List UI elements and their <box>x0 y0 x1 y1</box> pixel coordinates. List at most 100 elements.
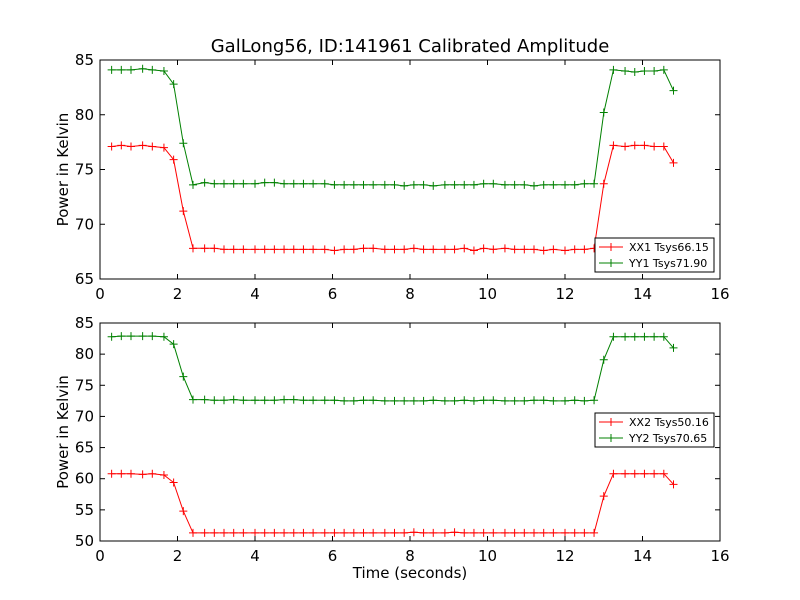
data-point <box>440 245 449 254</box>
data-point <box>630 141 639 150</box>
data-point <box>580 528 589 537</box>
data-point <box>260 245 269 254</box>
data-point <box>621 469 630 478</box>
data-point <box>107 332 116 341</box>
y-tick-label: 65 <box>75 439 94 457</box>
data-point <box>640 141 649 150</box>
data-point <box>239 396 248 405</box>
data-point <box>489 396 498 405</box>
data-point <box>590 528 599 537</box>
data-point <box>510 396 519 405</box>
series-1-2 <box>107 64 678 190</box>
data-point <box>169 478 178 487</box>
data-point <box>148 65 157 74</box>
x-tick-label: 14 <box>633 547 652 565</box>
x-tick-label: 6 <box>328 285 338 303</box>
data-point <box>289 179 298 188</box>
data-point <box>251 179 259 188</box>
data-point <box>260 528 269 537</box>
data-point <box>220 245 228 254</box>
data-point <box>549 245 558 254</box>
data-point <box>220 396 228 405</box>
data-point <box>369 396 378 405</box>
data-point <box>479 244 488 253</box>
data-point <box>549 528 558 537</box>
data-point <box>229 528 238 537</box>
data-point <box>570 396 579 405</box>
data-point <box>659 469 668 478</box>
data-point <box>239 179 248 188</box>
y-tick-label: 75 <box>75 161 94 179</box>
data-point <box>599 492 608 501</box>
data-point <box>530 528 538 537</box>
data-point <box>380 528 389 537</box>
legend-marker <box>607 434 615 442</box>
data-point <box>349 396 358 405</box>
data-point <box>229 245 238 254</box>
data-point <box>520 245 529 254</box>
legend-item: XX1 Tsys66.15 <box>599 241 709 254</box>
data-point <box>138 141 147 150</box>
data-point <box>520 180 529 189</box>
data-point <box>189 244 197 253</box>
x-tick-label: 2 <box>173 285 183 303</box>
data-point <box>409 244 418 253</box>
data-point <box>239 245 248 254</box>
data-point <box>320 528 329 537</box>
data-point <box>340 180 349 189</box>
data-point <box>148 142 157 151</box>
legend-marker <box>607 259 615 267</box>
data-point <box>148 469 157 478</box>
data-point <box>330 180 339 189</box>
data-point <box>561 180 569 189</box>
data-point <box>669 343 678 352</box>
data-point <box>460 528 469 537</box>
data-point <box>127 469 135 478</box>
y-tick-label: 50 <box>75 532 94 550</box>
data-point <box>349 245 358 254</box>
data-point <box>210 244 219 253</box>
data-point <box>640 332 649 341</box>
legend-box <box>594 412 715 448</box>
data-point <box>251 528 259 537</box>
data-point <box>489 528 498 537</box>
data-point <box>561 396 569 405</box>
data-point <box>159 66 168 75</box>
data-point <box>270 245 279 254</box>
data-point <box>200 528 209 537</box>
data-point <box>510 528 519 537</box>
y-tick-label: 80 <box>75 345 94 363</box>
data-point <box>320 179 329 188</box>
data-point <box>570 180 579 189</box>
data-point <box>640 66 649 75</box>
data-point <box>621 66 630 75</box>
data-point <box>650 332 659 341</box>
data-point <box>309 528 318 537</box>
data-point <box>429 396 438 405</box>
data-point <box>609 65 618 74</box>
data-point <box>390 396 399 405</box>
data-point <box>127 65 135 74</box>
y-axis-label: Power in Kelvin <box>54 113 72 227</box>
data-point <box>138 332 147 341</box>
data-point <box>260 178 269 187</box>
x-axis-label: Time (seconds) <box>352 564 468 582</box>
data-point <box>650 66 659 75</box>
data-point <box>229 395 238 404</box>
data-point <box>440 180 449 189</box>
data-point <box>590 179 599 188</box>
data-point <box>630 68 639 77</box>
data-point <box>200 395 209 404</box>
data-point <box>159 332 168 341</box>
data-point <box>609 332 618 341</box>
y-tick-label: 70 <box>75 407 94 425</box>
data-point <box>179 372 188 381</box>
data-point <box>510 245 519 254</box>
data-point <box>380 396 389 405</box>
data-point <box>270 528 279 537</box>
data-point <box>469 180 478 189</box>
data-point <box>429 245 438 254</box>
data-point <box>561 528 569 537</box>
